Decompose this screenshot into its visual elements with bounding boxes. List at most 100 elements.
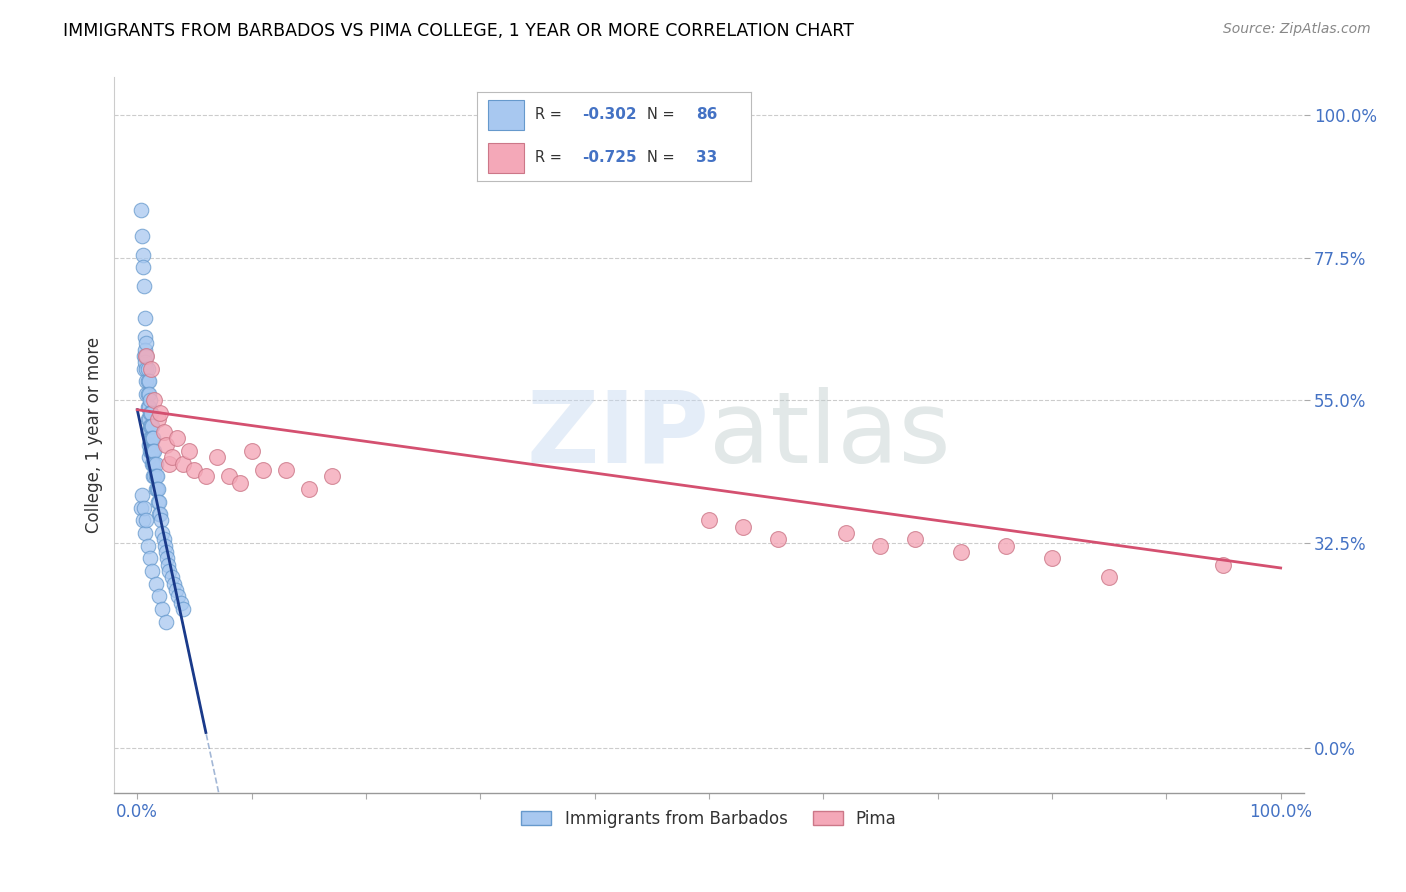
Point	[146, 412, 169, 426]
Point	[139, 431, 162, 445]
Point	[157, 457, 180, 471]
Point	[129, 500, 152, 515]
Point	[170, 596, 193, 610]
Point	[155, 545, 177, 559]
Point	[995, 539, 1018, 553]
Point	[136, 361, 159, 376]
Point	[141, 418, 163, 433]
Point	[252, 463, 274, 477]
Point	[142, 443, 165, 458]
Point	[321, 469, 343, 483]
Point	[142, 457, 165, 471]
Point	[131, 228, 153, 243]
Point	[152, 425, 174, 439]
Point	[143, 393, 166, 408]
Point	[156, 551, 179, 566]
Point	[138, 412, 160, 426]
Point	[139, 418, 162, 433]
Point	[134, 310, 156, 325]
Point	[141, 457, 163, 471]
Point	[148, 507, 170, 521]
Point	[139, 443, 162, 458]
Point	[152, 602, 174, 616]
Point	[149, 406, 172, 420]
Point	[149, 507, 172, 521]
Point	[141, 564, 163, 578]
Text: atlas: atlas	[709, 386, 950, 483]
Point	[146, 482, 169, 496]
Point	[136, 374, 159, 388]
Point	[134, 526, 156, 541]
Point	[194, 469, 217, 483]
Point	[766, 533, 789, 547]
Point	[139, 443, 162, 458]
Point	[138, 374, 160, 388]
Point	[177, 443, 200, 458]
Point	[139, 551, 162, 566]
Point	[152, 526, 174, 541]
Point	[135, 514, 157, 528]
Point	[218, 469, 240, 483]
Point	[146, 494, 169, 508]
Point	[134, 330, 156, 344]
Point	[135, 349, 157, 363]
Point	[274, 463, 297, 477]
Point	[135, 336, 157, 351]
Text: IMMIGRANTS FROM BARBADOS VS PIMA COLLEGE, 1 YEAR OR MORE CORRELATION CHART: IMMIGRANTS FROM BARBADOS VS PIMA COLLEGE…	[63, 22, 855, 40]
Point	[148, 590, 170, 604]
Point	[1098, 570, 1121, 584]
Point	[136, 387, 159, 401]
Point	[134, 349, 156, 363]
Point	[139, 406, 162, 420]
Point	[1212, 558, 1234, 572]
Point	[165, 583, 187, 598]
Point	[141, 431, 163, 445]
Point	[150, 514, 173, 528]
Point	[904, 533, 927, 547]
Point	[167, 590, 190, 604]
Point	[136, 400, 159, 414]
Point	[132, 514, 155, 528]
Point	[139, 361, 162, 376]
Point	[134, 343, 156, 357]
Point	[869, 539, 891, 553]
Text: ZIP: ZIP	[526, 386, 709, 483]
Point	[135, 361, 157, 376]
Point	[1040, 551, 1063, 566]
Point	[183, 463, 205, 477]
Point	[145, 576, 167, 591]
Point	[138, 400, 160, 414]
Point	[733, 520, 755, 534]
Point	[697, 514, 720, 528]
Point	[135, 374, 157, 388]
Point	[155, 615, 177, 629]
Point	[139, 418, 162, 433]
Point	[172, 457, 194, 471]
Point	[155, 437, 177, 451]
Point	[172, 602, 194, 616]
Point	[143, 443, 166, 458]
Point	[141, 443, 163, 458]
Point	[139, 431, 162, 445]
Point	[134, 279, 156, 293]
Point	[134, 361, 156, 376]
Point	[143, 469, 166, 483]
Point	[134, 500, 156, 515]
Point	[129, 203, 152, 218]
Point	[139, 393, 162, 408]
Point	[131, 488, 153, 502]
Point	[134, 355, 156, 369]
Point	[138, 450, 160, 465]
Point	[160, 570, 183, 584]
Point	[152, 533, 174, 547]
Point	[153, 539, 176, 553]
Legend: Immigrants from Barbados, Pima: Immigrants from Barbados, Pima	[515, 803, 903, 834]
Point	[142, 469, 165, 483]
Point	[145, 469, 167, 483]
Point	[135, 387, 157, 401]
Point	[157, 558, 180, 572]
Point	[132, 247, 155, 261]
Point	[229, 475, 252, 490]
Point	[136, 412, 159, 426]
Point	[166, 431, 188, 445]
